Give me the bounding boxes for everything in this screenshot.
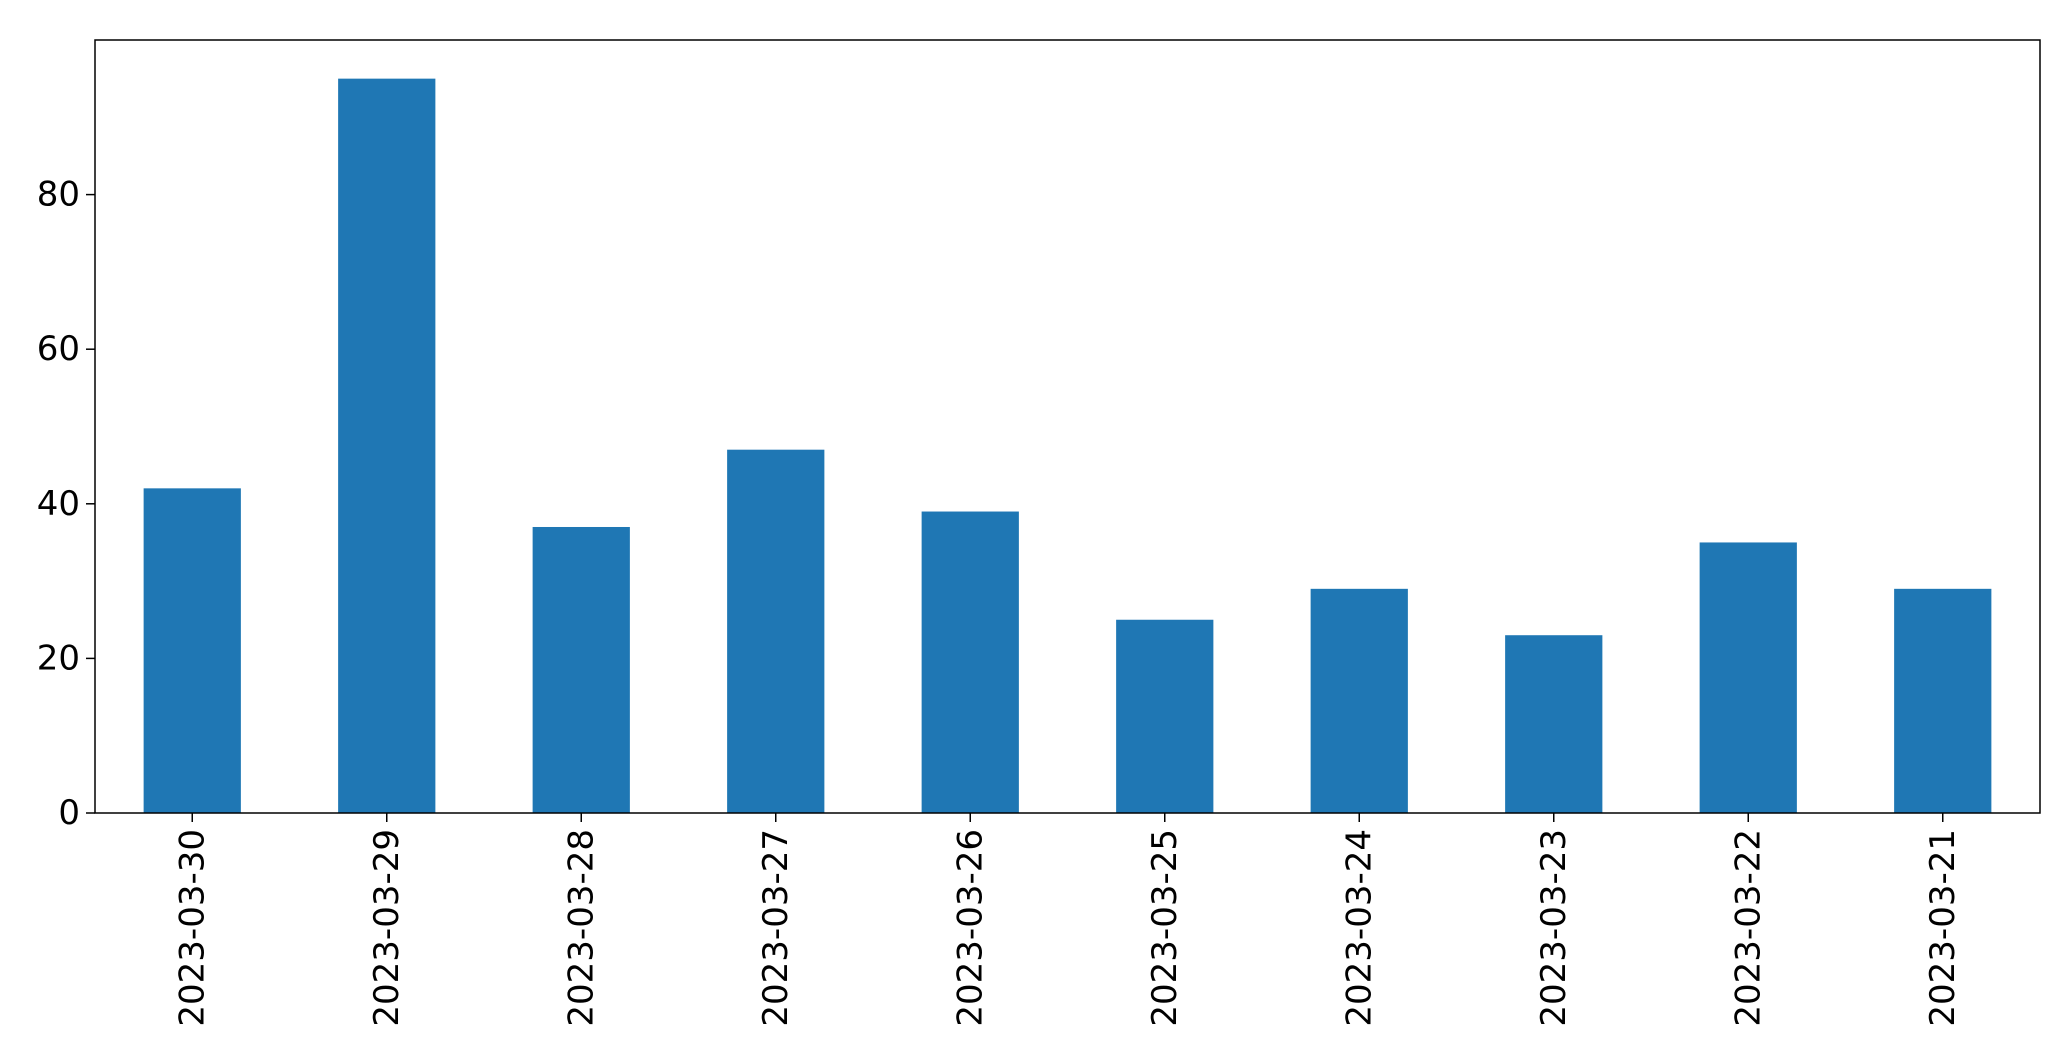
x-tick-label: 2023-03-22 <box>1728 829 1768 1027</box>
bar-2023-03-27 <box>727 449 825 813</box>
y-tick-label: 0 <box>58 793 80 833</box>
bar-2023-03-29 <box>338 78 436 813</box>
x-tick-label: 2023-03-23 <box>1534 829 1574 1027</box>
y-tick-label: 20 <box>37 638 80 678</box>
x-tick-label: 2023-03-25 <box>1145 829 1185 1027</box>
x-axis: 2023-03-30 2023-03-29 2023-03-28 2023-03-27… <box>172 813 1963 1027</box>
bar-2023-03-24 <box>1310 588 1408 813</box>
x-tick-label: 2023-03-26 <box>950 829 990 1027</box>
y-axis: 0 20 40 60 80 <box>37 175 95 833</box>
bar-2023-03-28 <box>532 526 630 813</box>
x-tick-label: 2023-03-24 <box>1339 829 1379 1027</box>
bar-2023-03-23 <box>1505 635 1603 813</box>
y-tick-label: 80 <box>37 175 80 215</box>
x-tick-label: 2023-03-27 <box>756 829 796 1027</box>
x-tick-label: 2023-03-29 <box>367 829 407 1027</box>
plot-area-frame <box>94 39 2041 814</box>
y-tick-label: 40 <box>37 484 80 524</box>
bar-2023-03-21 <box>1894 588 1992 813</box>
bar-2023-03-22 <box>1699 542 1797 813</box>
y-tick-label: 60 <box>37 329 80 369</box>
x-tick-label: 2023-03-21 <box>1923 829 1963 1027</box>
x-tick-label: 2023-03-28 <box>561 829 601 1027</box>
bar-2023-03-25 <box>1116 619 1214 813</box>
bar-2023-03-26 <box>921 511 1019 813</box>
bars-group <box>143 78 1992 813</box>
x-tick-label: 2023-03-30 <box>172 829 212 1027</box>
bar-2023-03-30 <box>143 488 241 813</box>
